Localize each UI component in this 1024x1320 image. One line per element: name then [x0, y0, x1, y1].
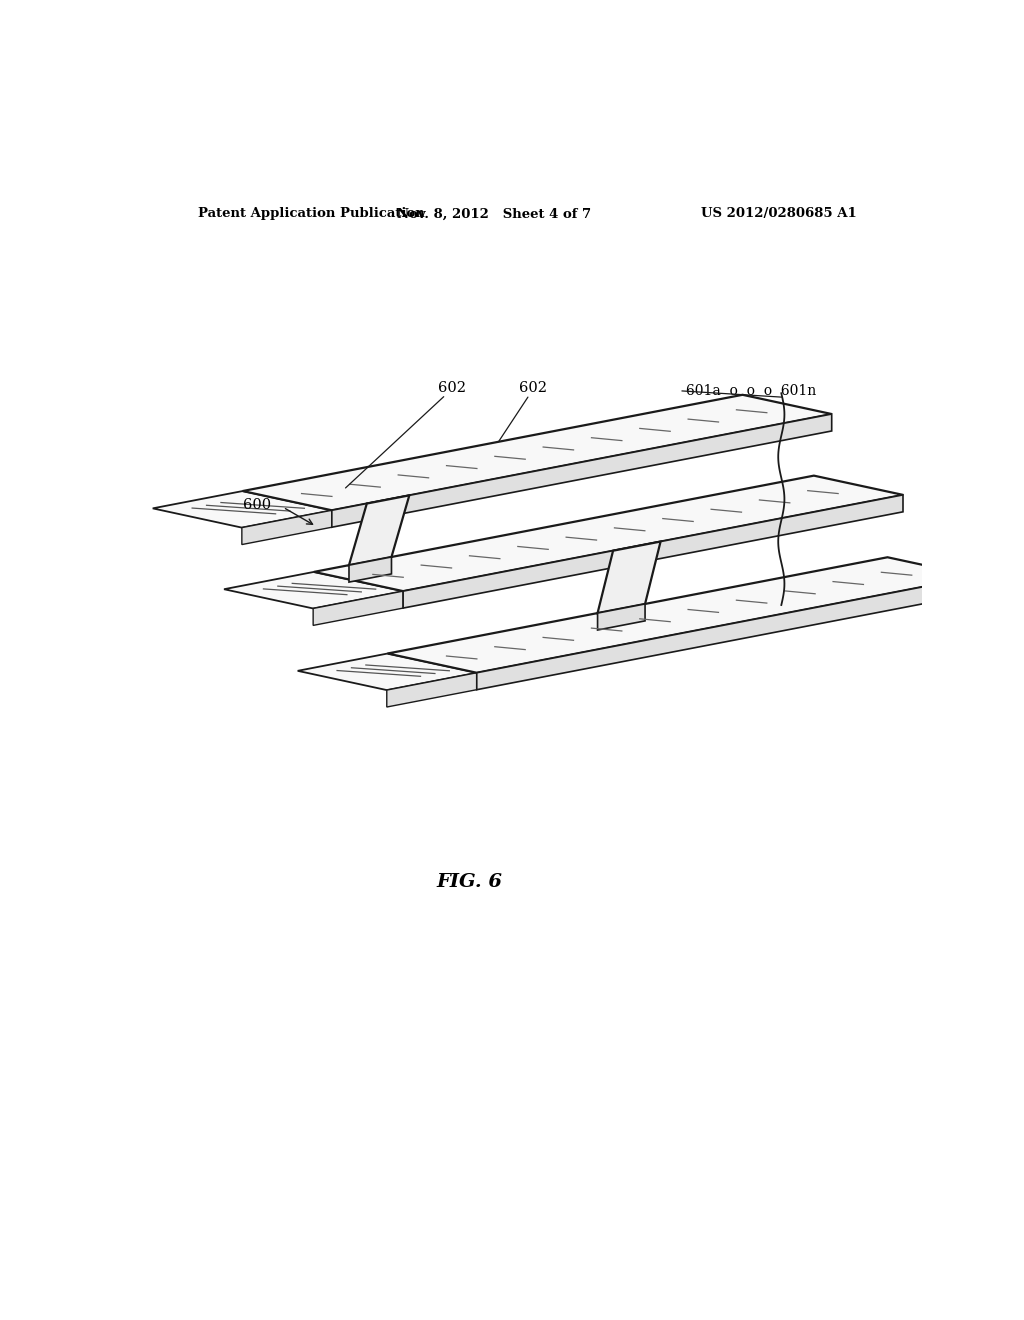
Text: 600: 600 — [244, 498, 271, 512]
Polygon shape — [349, 495, 410, 565]
Polygon shape — [153, 491, 332, 528]
Text: 601a  o  o  o  601n: 601a o o o 601n — [686, 384, 816, 397]
Polygon shape — [243, 395, 831, 511]
Polygon shape — [477, 577, 977, 689]
Text: 602: 602 — [519, 381, 548, 395]
Polygon shape — [403, 495, 903, 609]
Polygon shape — [242, 511, 332, 545]
Polygon shape — [298, 653, 477, 690]
Text: FIG. 6: FIG. 6 — [436, 874, 502, 891]
Polygon shape — [598, 605, 645, 630]
Text: Nov. 8, 2012   Sheet 4 of 7: Nov. 8, 2012 Sheet 4 of 7 — [396, 207, 591, 220]
Text: US 2012/0280685 A1: US 2012/0280685 A1 — [701, 207, 857, 220]
Polygon shape — [313, 591, 403, 626]
Polygon shape — [224, 572, 403, 609]
Text: 602: 602 — [438, 381, 466, 395]
Polygon shape — [388, 557, 977, 673]
Polygon shape — [332, 414, 831, 527]
Polygon shape — [598, 541, 660, 612]
Polygon shape — [387, 673, 477, 708]
Text: Patent Application Publication: Patent Application Publication — [198, 207, 425, 220]
Polygon shape — [349, 557, 391, 582]
Polygon shape — [314, 475, 903, 591]
